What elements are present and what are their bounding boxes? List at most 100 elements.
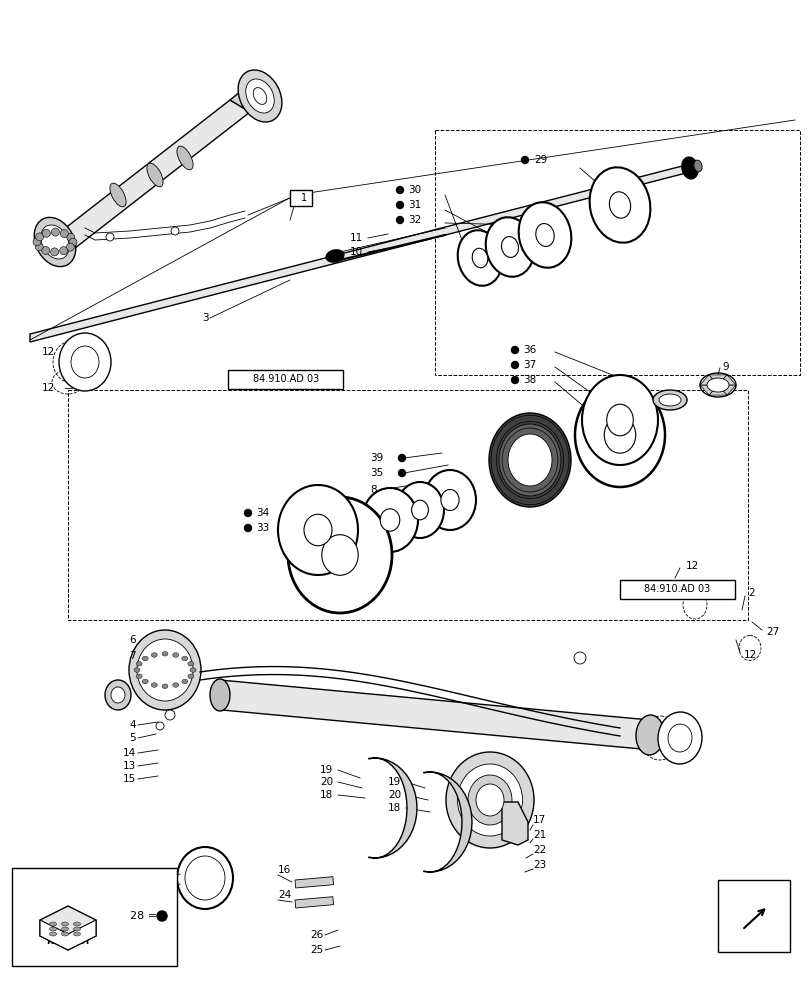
- Polygon shape: [368, 758, 417, 858]
- Ellipse shape: [49, 922, 57, 926]
- Text: 37: 37: [148, 875, 161, 885]
- Text: 84.910.AD 03: 84.910.AD 03: [252, 374, 319, 384]
- Text: 12: 12: [42, 347, 55, 357]
- Ellipse shape: [693, 160, 702, 172]
- Polygon shape: [717, 385, 735, 395]
- Polygon shape: [699, 385, 717, 395]
- Ellipse shape: [74, 922, 80, 926]
- Circle shape: [36, 233, 44, 241]
- Text: 10: 10: [350, 247, 363, 257]
- Ellipse shape: [253, 88, 267, 104]
- Polygon shape: [40, 920, 96, 950]
- Text: 3: 3: [202, 313, 208, 323]
- Text: 29: 29: [534, 155, 547, 165]
- Circle shape: [60, 230, 68, 238]
- Ellipse shape: [303, 514, 332, 546]
- Ellipse shape: [129, 630, 201, 710]
- Circle shape: [35, 243, 43, 251]
- Text: 23: 23: [532, 860, 546, 870]
- Text: 39: 39: [370, 453, 383, 463]
- Text: 11: 11: [350, 233, 363, 243]
- Text: 38: 38: [522, 375, 535, 385]
- Ellipse shape: [147, 163, 163, 187]
- Ellipse shape: [137, 639, 193, 701]
- Circle shape: [511, 376, 518, 383]
- Text: 12: 12: [42, 383, 55, 393]
- Circle shape: [244, 510, 251, 516]
- Text: 27: 27: [765, 627, 779, 637]
- Ellipse shape: [411, 500, 428, 520]
- Polygon shape: [40, 932, 96, 942]
- Bar: [294, 897, 333, 908]
- Ellipse shape: [41, 225, 69, 259]
- Ellipse shape: [499, 424, 560, 496]
- Ellipse shape: [62, 932, 68, 936]
- Polygon shape: [699, 375, 717, 385]
- Circle shape: [156, 722, 164, 730]
- Ellipse shape: [589, 167, 650, 243]
- Circle shape: [157, 911, 167, 921]
- Ellipse shape: [49, 927, 57, 931]
- Text: 16: 16: [277, 865, 291, 875]
- Ellipse shape: [277, 485, 358, 575]
- Circle shape: [69, 238, 77, 246]
- Ellipse shape: [210, 679, 230, 711]
- Ellipse shape: [508, 434, 551, 486]
- Ellipse shape: [362, 488, 418, 552]
- Circle shape: [511, 361, 518, 368]
- Ellipse shape: [190, 668, 195, 672]
- Text: 15: 15: [122, 774, 135, 784]
- Circle shape: [244, 524, 251, 532]
- Text: 7: 7: [129, 651, 135, 661]
- Ellipse shape: [49, 932, 57, 936]
- Circle shape: [33, 238, 41, 246]
- Text: 18: 18: [388, 803, 401, 813]
- Text: 2: 2: [747, 588, 753, 598]
- Ellipse shape: [667, 724, 691, 752]
- Text: 19: 19: [388, 777, 401, 787]
- Circle shape: [573, 652, 586, 664]
- Ellipse shape: [74, 932, 80, 936]
- Ellipse shape: [187, 674, 194, 678]
- Ellipse shape: [59, 333, 111, 391]
- Polygon shape: [30, 164, 689, 342]
- Text: 4: 4: [129, 720, 135, 730]
- Polygon shape: [717, 375, 735, 385]
- Text: 37: 37: [522, 360, 535, 370]
- Ellipse shape: [142, 679, 148, 684]
- Ellipse shape: [535, 224, 554, 246]
- Circle shape: [398, 470, 405, 477]
- Text: 84.910.AD 03: 84.910.AD 03: [643, 584, 710, 594]
- Text: 9: 9: [721, 362, 727, 372]
- Bar: [435, 130, 799, 375]
- Circle shape: [67, 243, 75, 251]
- Text: 20: 20: [388, 790, 401, 800]
- Polygon shape: [708, 375, 726, 385]
- Text: 32: 32: [407, 215, 421, 225]
- Ellipse shape: [136, 674, 142, 678]
- Ellipse shape: [74, 927, 80, 931]
- Ellipse shape: [134, 668, 139, 672]
- Ellipse shape: [151, 683, 157, 687]
- Circle shape: [59, 247, 67, 255]
- Ellipse shape: [62, 927, 68, 931]
- Text: 20: 20: [320, 777, 333, 787]
- Ellipse shape: [518, 202, 571, 268]
- Circle shape: [396, 202, 403, 209]
- Ellipse shape: [603, 417, 635, 453]
- Bar: [228, 370, 342, 389]
- Text: 34: 34: [255, 508, 269, 518]
- Circle shape: [50, 248, 58, 256]
- Ellipse shape: [173, 653, 178, 657]
- Text: 26: 26: [310, 930, 323, 940]
- Text: 14: 14: [122, 748, 135, 758]
- Text: 1: 1: [301, 193, 307, 203]
- Text: 18: 18: [320, 790, 333, 800]
- Text: 38: 38: [148, 887, 161, 897]
- Ellipse shape: [326, 250, 344, 262]
- Circle shape: [41, 246, 49, 254]
- Ellipse shape: [635, 715, 663, 755]
- Bar: [717, 880, 789, 952]
- Text: 22: 22: [532, 845, 546, 855]
- Circle shape: [67, 233, 75, 241]
